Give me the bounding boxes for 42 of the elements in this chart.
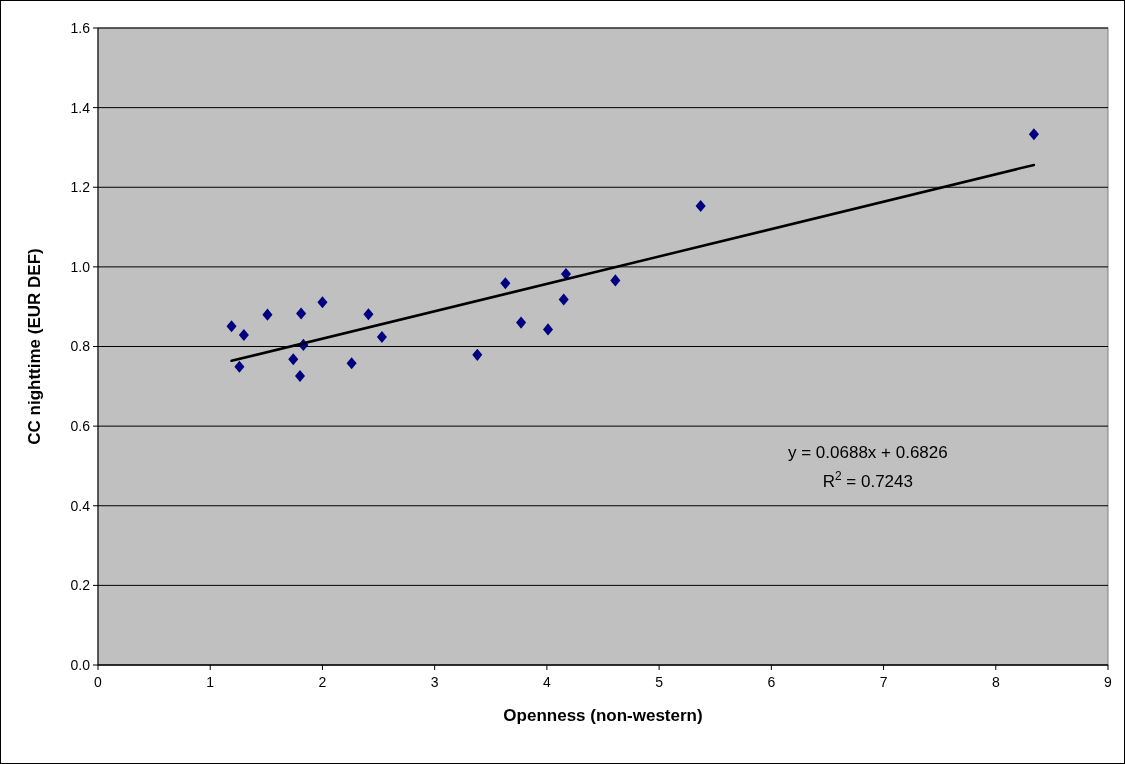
point bbox=[472, 348, 483, 361]
y-tick-label: 0.0 bbox=[70, 656, 91, 673]
y-tick-label: 0.2 bbox=[70, 577, 91, 594]
x-tick-label: 8 bbox=[991, 674, 1000, 690]
y-tick-label: 1.4 bbox=[70, 99, 91, 116]
y-tick-label: 1.6 bbox=[70, 19, 91, 36]
x-tick-label: 0 bbox=[94, 674, 103, 690]
point bbox=[695, 199, 706, 212]
point bbox=[317, 296, 328, 309]
x-tick-label: 9 bbox=[1104, 674, 1113, 690]
point bbox=[1028, 128, 1039, 141]
y-tick-label: 0.4 bbox=[70, 497, 91, 514]
point bbox=[610, 274, 621, 287]
point bbox=[238, 328, 249, 341]
point bbox=[226, 320, 237, 333]
y-tick-label: 1.2 bbox=[70, 179, 91, 196]
y-tick-label: 0.6 bbox=[70, 418, 91, 435]
y-tick-label: 0.8 bbox=[70, 338, 91, 355]
x-tick-label: 4 bbox=[542, 674, 551, 690]
y-tick-label: 1.0 bbox=[70, 258, 91, 275]
point bbox=[234, 360, 245, 373]
point bbox=[288, 353, 299, 366]
x-tick-label: 7 bbox=[879, 674, 888, 690]
x-tick-label: 6 bbox=[767, 674, 776, 690]
annotation: y = 0.0688x + 0.6826 bbox=[787, 443, 948, 463]
x-tick-label: 1 bbox=[206, 674, 215, 690]
point bbox=[262, 308, 273, 321]
x-tick-label: 2 bbox=[318, 674, 327, 690]
x-axis-title: Openness (non-western) bbox=[503, 706, 703, 725]
point bbox=[500, 277, 511, 290]
point bbox=[558, 293, 569, 306]
x-tick-label: 3 bbox=[430, 674, 439, 690]
point bbox=[516, 316, 527, 329]
x-tick-label: 5 bbox=[655, 674, 664, 690]
y-axis-title: CC nighttime (EUR DEF) bbox=[25, 248, 44, 445]
annotation: R$^{2}$ = 0.7243 bbox=[822, 469, 913, 492]
point bbox=[363, 308, 374, 321]
point bbox=[296, 307, 307, 320]
point bbox=[346, 357, 357, 370]
point bbox=[294, 369, 306, 382]
point bbox=[376, 330, 387, 343]
point bbox=[542, 323, 554, 336]
